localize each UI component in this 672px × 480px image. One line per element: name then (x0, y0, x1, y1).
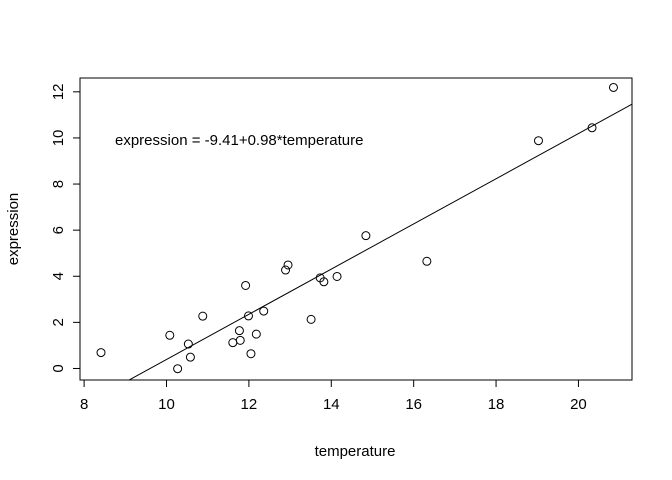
x-axis: 8 10 12 14 16 18 20 (80, 379, 587, 413)
data-point (332, 271, 342, 281)
data-point (281, 265, 291, 275)
y-tick-label: 10 (50, 130, 67, 147)
data-point (246, 349, 256, 359)
data-point (587, 123, 597, 133)
regression-equation-label: expression = -9.41+0.98*temperature (115, 132, 364, 149)
data-point (361, 231, 371, 241)
y-axis-label: expression (5, 193, 22, 266)
y-tick-label: 6 (50, 226, 67, 234)
x-axis-label: temperature (315, 443, 396, 460)
data-point (283, 260, 293, 270)
data-point (235, 335, 245, 345)
x-tick-label: 20 (570, 396, 587, 413)
regression-line (128, 103, 632, 380)
x-tick-label: 12 (241, 396, 258, 413)
data-point (533, 136, 543, 146)
data-point (234, 326, 244, 336)
data-point (251, 329, 261, 339)
y-tick-label: 2 (50, 318, 67, 326)
y-tick-label: 0 (50, 364, 67, 372)
x-tick-label: 16 (405, 396, 422, 413)
y-tick-label: 4 (50, 272, 67, 280)
data-point (306, 314, 316, 324)
x-tick-label: 14 (323, 396, 340, 413)
y-tick-label: 8 (50, 180, 67, 188)
y-axis: 0 2 4 6 8 10 12 (50, 83, 81, 373)
data-point (165, 330, 175, 340)
data-point (185, 352, 195, 362)
data-point (319, 277, 329, 287)
y-tick-label: 12 (50, 83, 67, 100)
plot-frame (79, 77, 633, 381)
data-point (228, 338, 238, 348)
data-point (183, 339, 193, 349)
x-tick-label: 8 (80, 396, 88, 413)
data-point (243, 311, 253, 321)
data-point (198, 311, 208, 321)
x-tick-label: 18 (488, 396, 505, 413)
data-point (241, 280, 251, 290)
data-point (259, 306, 269, 316)
data-point (608, 82, 618, 92)
data-point (96, 348, 106, 358)
data-point (173, 364, 183, 374)
x-tick-label: 10 (158, 396, 175, 413)
data-point (422, 256, 432, 266)
